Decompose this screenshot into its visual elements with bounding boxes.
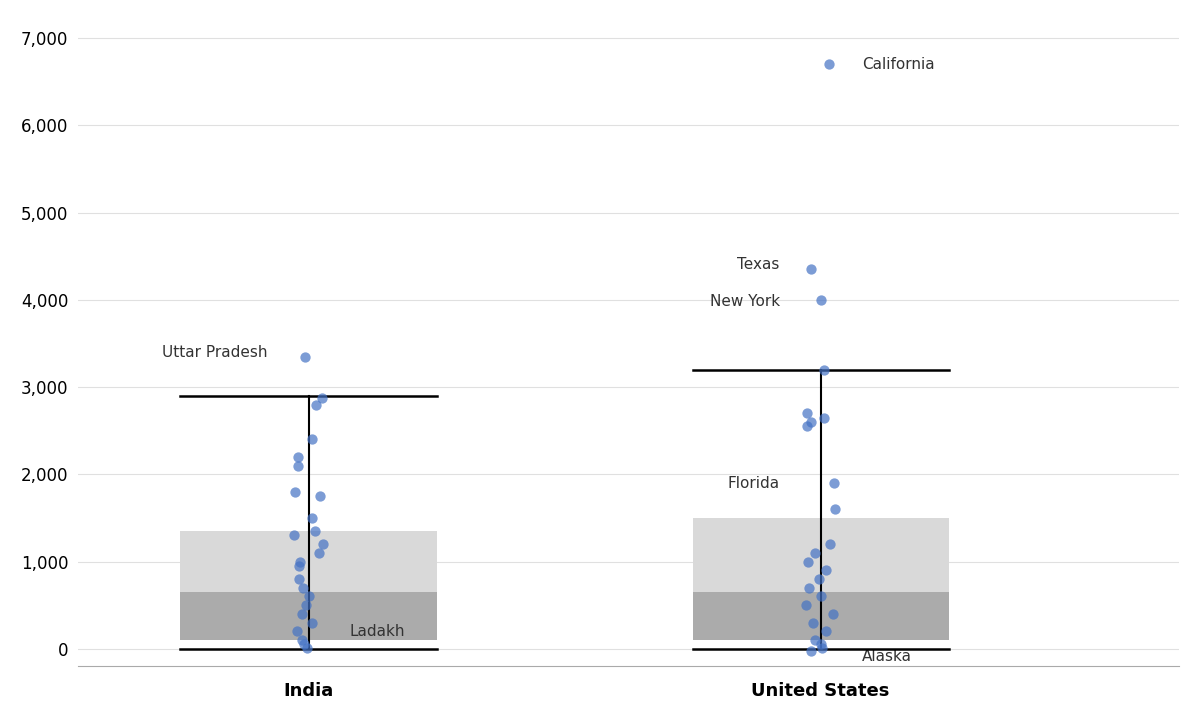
Text: New York: New York [709, 294, 780, 309]
Point [290, 556, 310, 567]
Point [302, 512, 322, 523]
Point [802, 264, 821, 275]
Point [811, 590, 830, 602]
Point [289, 573, 308, 585]
Text: Alaska: Alaska [862, 649, 912, 664]
Point [826, 503, 845, 515]
Point [814, 364, 833, 376]
Point [298, 642, 317, 654]
Point [289, 560, 308, 572]
Point [296, 599, 316, 611]
Point [310, 490, 329, 502]
Point [295, 351, 314, 363]
Point [293, 634, 312, 646]
Point [805, 547, 824, 559]
Point [817, 565, 836, 576]
Point [797, 599, 816, 611]
Point [286, 486, 305, 497]
Point [809, 573, 828, 585]
Text: Uttar Pradesh: Uttar Pradesh [162, 345, 268, 360]
Point [313, 393, 332, 404]
Bar [180, 592, 437, 640]
Text: Florida: Florida [727, 476, 780, 490]
Point [295, 639, 314, 650]
Point [293, 582, 312, 593]
Point [305, 526, 324, 537]
Point [284, 530, 304, 541]
Point [820, 58, 839, 70]
Text: Ladakh: Ladakh [349, 624, 404, 639]
Point [300, 590, 319, 602]
Point [288, 460, 307, 472]
Point [293, 608, 312, 619]
Bar [692, 592, 949, 640]
Point [799, 582, 818, 593]
Point [811, 639, 830, 650]
Point [802, 645, 821, 657]
Point [805, 634, 824, 646]
Text: California: California [862, 57, 935, 72]
Point [302, 433, 322, 445]
Point [811, 294, 830, 306]
Point [302, 617, 322, 629]
Point [804, 617, 823, 629]
Point [823, 608, 842, 619]
Point [824, 477, 844, 489]
Point [800, 416, 820, 428]
Point [798, 420, 817, 432]
Point [816, 626, 835, 637]
Point [821, 539, 840, 550]
Point [815, 412, 834, 423]
Point [310, 547, 329, 559]
Point [797, 407, 816, 419]
Point [288, 451, 307, 463]
Point [313, 539, 332, 550]
Text: Texas: Texas [737, 257, 780, 272]
Point [812, 642, 832, 654]
Bar [692, 518, 949, 640]
Bar [180, 531, 437, 640]
Point [306, 399, 325, 410]
Point [799, 556, 818, 567]
Point [288, 626, 307, 637]
